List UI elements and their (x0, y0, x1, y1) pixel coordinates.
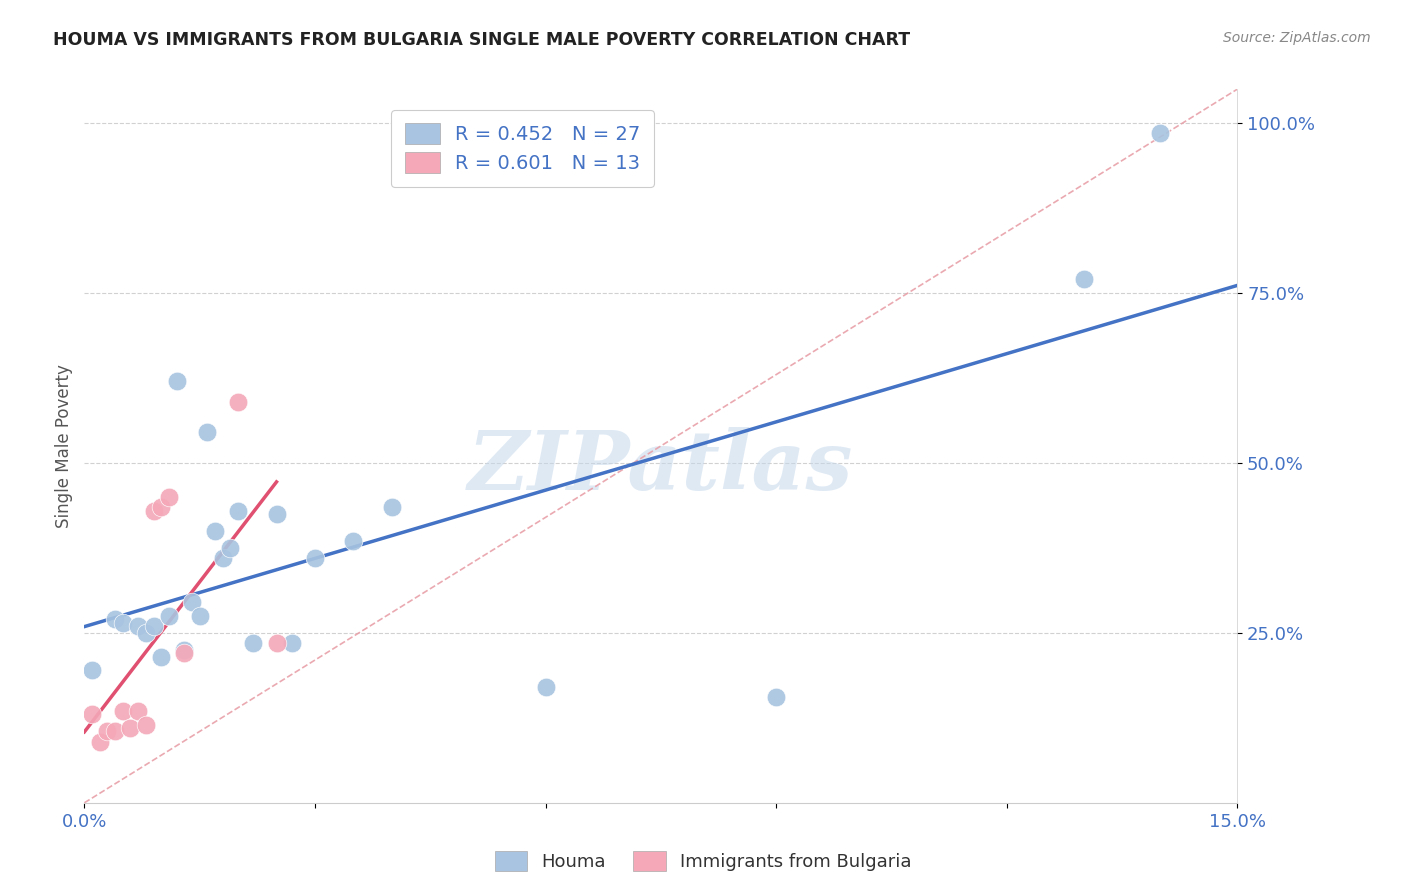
Point (142, 503, 165, 517)
Point (204, 524, 226, 538)
Point (166, 375, 188, 389)
Point (242, 636, 264, 650)
Point (765, 690, 787, 705)
Point (211, 551, 233, 566)
Point (173, 643, 195, 657)
Point (127, 704, 149, 718)
Point (1149, 127, 1171, 141)
Point (304, 551, 326, 566)
Point (135, 717, 157, 731)
Point (226, 394, 249, 409)
Point (1073, 272, 1095, 286)
Point (188, 608, 211, 623)
Point (381, 500, 404, 515)
Point (195, 425, 218, 440)
Point (181, 595, 204, 609)
Point (150, 649, 173, 664)
Point (173, 646, 195, 660)
Point (120, 721, 142, 735)
Point (219, 541, 242, 555)
Text: ZIPatlas: ZIPatlas (468, 427, 853, 508)
Point (96, 724, 118, 739)
Point (150, 500, 173, 515)
Point (80, 707, 103, 722)
Point (266, 636, 288, 650)
Point (111, 615, 134, 630)
Point (135, 626, 157, 640)
Legend: R = 0.452   N = 27, R = 0.601   N = 13: R = 0.452 N = 27, R = 0.601 N = 13 (391, 110, 654, 187)
Point (534, 680, 557, 694)
Point (104, 724, 127, 739)
Point (281, 636, 304, 650)
Text: Source: ZipAtlas.com: Source: ZipAtlas.com (1223, 31, 1371, 45)
Point (89, 734, 111, 748)
Text: HOUMA VS IMMIGRANTS FROM BULGARIA SINGLE MALE POVERTY CORRELATION CHART: HOUMA VS IMMIGRANTS FROM BULGARIA SINGLE… (53, 31, 911, 49)
Point (142, 619, 165, 633)
Y-axis label: Single Male Poverty: Single Male Poverty (55, 364, 73, 528)
Point (157, 608, 180, 623)
Point (104, 612, 127, 626)
Point (127, 619, 149, 633)
Legend: Houma, Immigrants from Bulgaria: Houma, Immigrants from Bulgaria (488, 844, 918, 879)
Point (111, 704, 134, 718)
Point (266, 507, 288, 521)
Point (157, 490, 180, 504)
Point (342, 534, 364, 549)
Point (80, 663, 103, 677)
Point (226, 503, 249, 517)
